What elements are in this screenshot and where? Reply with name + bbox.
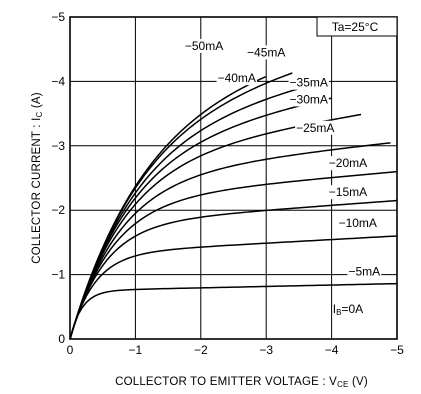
curve-4 (69, 170, 398, 340)
y-tick-label: −1 (51, 268, 65, 282)
series-label-bg (246, 45, 287, 60)
series-label: −20mA (329, 156, 367, 170)
y-tick-label: −5 (51, 10, 65, 24)
curve-8 (69, 85, 309, 340)
annotation-text: Ta=25°C (332, 20, 379, 34)
curve-labels: −5mA −10mA −15mA −20mA −25mA −30mA −35mA −40mA −… (183, 38, 382, 279)
zero-base-current-label: IB=0A (333, 302, 363, 317)
series-label: −30mA (290, 92, 328, 106)
x-axis-title-unit: (V) (349, 376, 368, 388)
y-axis-title-unit: (A) (31, 92, 43, 111)
series-label: −35mA (290, 76, 328, 90)
curve-3 (69, 199, 398, 340)
series-label-bg (216, 71, 257, 86)
zero-label-main: I (333, 302, 336, 316)
series-label-bg (327, 156, 369, 171)
series-label-bg (288, 92, 329, 107)
curve-10 (69, 75, 267, 340)
x-tick-label: −5 (390, 343, 404, 357)
tick-labels: 0 −1 −2 −3 −4 −5 0 −1 −2 −3 −4 −5 (51, 10, 404, 357)
x-axis-title-sub: CE (337, 380, 349, 389)
x-axis-title-main: COLLECTOR TO EMITTER VOLTAGE : V (115, 376, 337, 388)
series-label: −50mA (185, 39, 223, 53)
series-label: −25mA (296, 121, 334, 135)
y-axis-title: COLLECTOR CURRENT : IC (A) (31, 92, 44, 264)
series-label: −5mA (348, 264, 380, 278)
y-axis-title-sub: C (35, 112, 44, 118)
plot-frame (69, 16, 398, 340)
series-label: −15mA (329, 185, 367, 199)
y-tick-label: −4 (51, 74, 65, 88)
zero-label-sub: B (336, 308, 341, 317)
y-tick-label: −3 (51, 139, 65, 153)
curve-2 (69, 235, 398, 340)
series-label: −45mA (247, 45, 285, 59)
x-tick-label: −2 (194, 343, 208, 357)
curves (69, 72, 398, 340)
series-label-bg (295, 120, 336, 135)
series-label: −40mA (218, 71, 256, 85)
curve-9 (69, 72, 293, 340)
x-tick-label: −1 (129, 343, 143, 357)
y-axis-title-main: COLLECTOR CURRENT : I (31, 118, 43, 264)
series-label-bg (288, 75, 329, 90)
x-tick-label: 0 (67, 343, 74, 357)
y-tick-label: 0 (58, 332, 65, 346)
annotation-box: Ta=25°C (316, 16, 398, 37)
series-label-bg (327, 185, 369, 200)
y-tick-label: −2 (51, 203, 65, 217)
series-label: −10mA (339, 216, 377, 230)
x-tick-label: −4 (325, 343, 339, 357)
x-tick-label: −3 (259, 343, 273, 357)
curve-1 (69, 282, 398, 340)
curve-7 (69, 97, 332, 340)
curve-5 (69, 142, 391, 340)
series-label-bg (347, 264, 382, 279)
series-label-bg (183, 38, 225, 53)
x-axis-title: COLLECTOR TO EMITTER VOLTAGE : VCE (V) (115, 376, 368, 389)
series-label-bg (337, 216, 378, 231)
zero-label-value: =0A (341, 302, 363, 316)
